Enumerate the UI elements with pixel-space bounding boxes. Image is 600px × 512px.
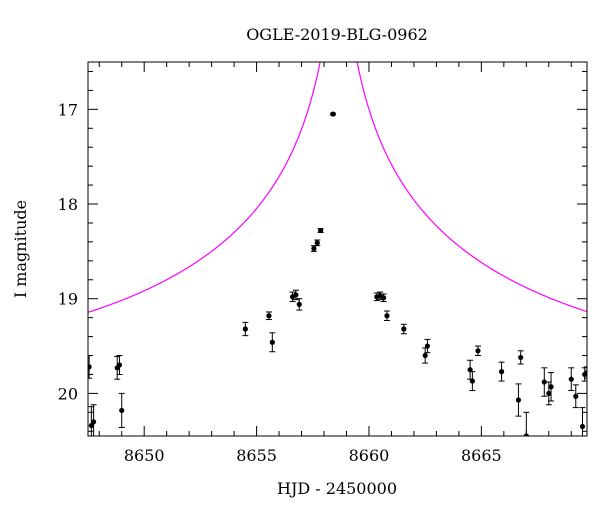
data-point	[541, 367, 548, 397]
data-point	[584, 366, 587, 379]
data-marker	[467, 367, 473, 373]
data-point	[317, 227, 324, 234]
data-point	[572, 384, 579, 409]
data-marker	[91, 419, 97, 425]
data-point	[310, 245, 317, 252]
data-point	[242, 321, 249, 337]
x-tick-label: 8650	[124, 446, 165, 465]
data-point	[269, 332, 276, 353]
axis-tick-labels: 8650 8655 8660 8665 17 18 19 20	[58, 100, 502, 465]
data-point	[296, 298, 303, 311]
data-marker	[311, 245, 317, 252]
plot-frame	[87, 61, 588, 437]
data-marker	[568, 376, 574, 382]
data-marker	[296, 301, 302, 307]
data-marker	[384, 313, 390, 319]
data-marker	[380, 295, 387, 301]
model-curve	[88, 62, 587, 313]
data-marker	[424, 343, 431, 349]
data-marker	[314, 240, 320, 246]
data-point	[515, 383, 522, 417]
data-point	[467, 359, 474, 380]
data-marker	[266, 313, 272, 319]
data-point	[265, 311, 272, 321]
data-point	[90, 404, 97, 436]
data-marker	[518, 354, 524, 361]
data-marker	[242, 326, 248, 332]
data-marker	[293, 292, 299, 298]
data-point	[116, 355, 123, 375]
data-point	[292, 289, 299, 301]
data-marker	[318, 227, 324, 234]
data-marker	[269, 339, 275, 345]
y-tick-label: 17	[58, 100, 78, 119]
data-point	[314, 239, 321, 247]
data-point	[474, 345, 481, 357]
data-point	[380, 293, 387, 303]
data-marker	[498, 369, 505, 375]
data-point	[383, 310, 390, 321]
y-axis-label: I magnitude	[11, 200, 30, 298]
data-marker	[422, 352, 428, 359]
data-marker	[88, 422, 94, 429]
x-tick-label: 8665	[461, 446, 502, 465]
data-point	[330, 111, 337, 117]
data-marker	[541, 379, 547, 385]
model-curve-layer	[88, 62, 587, 313]
chart-title: OGLE-2019-BLG-0962	[246, 25, 428, 44]
data-point	[568, 367, 575, 392]
data-point	[118, 392, 125, 428]
y-tick-label: 18	[58, 195, 78, 214]
data-marker	[469, 378, 475, 384]
y-tick-label: 19	[58, 290, 78, 309]
data-point	[517, 350, 524, 365]
data-marker	[119, 407, 125, 414]
data-point	[498, 361, 505, 382]
data-marker	[88, 364, 92, 370]
data-point	[422, 347, 429, 364]
data-marker	[573, 393, 579, 399]
data-point	[400, 323, 407, 335]
data-point	[548, 372, 555, 402]
data-marker	[546, 390, 552, 396]
y-tick-label: 20	[58, 384, 78, 403]
data-points-layer	[88, 111, 587, 436]
x-tick-label: 8655	[236, 446, 277, 465]
data-point	[469, 371, 476, 392]
x-tick-label: 8660	[349, 446, 390, 465]
data-point	[579, 407, 586, 436]
data-marker	[401, 326, 407, 332]
data-marker	[548, 384, 554, 390]
data-marker	[515, 397, 522, 403]
data-point	[424, 338, 431, 354]
data-marker	[116, 362, 123, 368]
data-marker	[579, 423, 586, 430]
data-marker	[475, 348, 481, 354]
x-axis-label: HJD - 2450000	[277, 479, 397, 498]
data-marker	[330, 111, 336, 117]
axis-ticks	[88, 62, 587, 436]
data-marker	[584, 369, 587, 376]
